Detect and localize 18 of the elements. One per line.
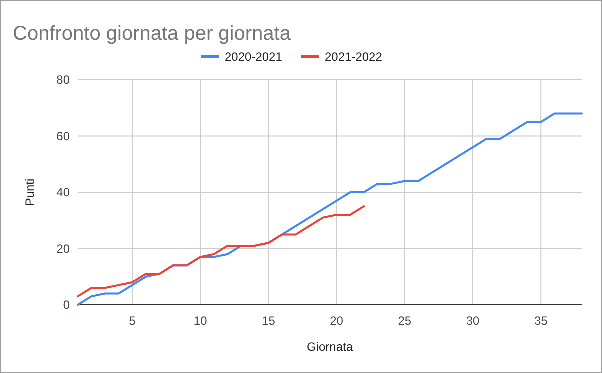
line-series bbox=[77, 206, 366, 298]
x-tick-label: 10 bbox=[194, 314, 208, 328]
legend-label: 2021-2022 bbox=[325, 50, 383, 64]
x-tick-label: 25 bbox=[398, 314, 412, 328]
y-tick-label: 60 bbox=[56, 129, 70, 144]
y-tick-label: 20 bbox=[56, 242, 70, 256]
y-tick-label: 40 bbox=[56, 186, 70, 200]
x-tick-label: 30 bbox=[466, 314, 480, 328]
x-tick-label: 15 bbox=[262, 314, 276, 328]
chart-title: Confronto giornata per giornata bbox=[13, 23, 292, 45]
y-tick-label: 0 bbox=[63, 298, 70, 312]
legend-label: 2020-2021 bbox=[225, 50, 283, 64]
x-axis-title: Giornata bbox=[306, 340, 354, 354]
y-tick-label: 80 bbox=[56, 73, 70, 88]
x-tick-label: 35 bbox=[534, 314, 548, 328]
y-axis-title: Punti bbox=[23, 178, 37, 206]
x-tick-label: 5 bbox=[129, 314, 136, 328]
x-tick-label: 20 bbox=[330, 314, 344, 328]
